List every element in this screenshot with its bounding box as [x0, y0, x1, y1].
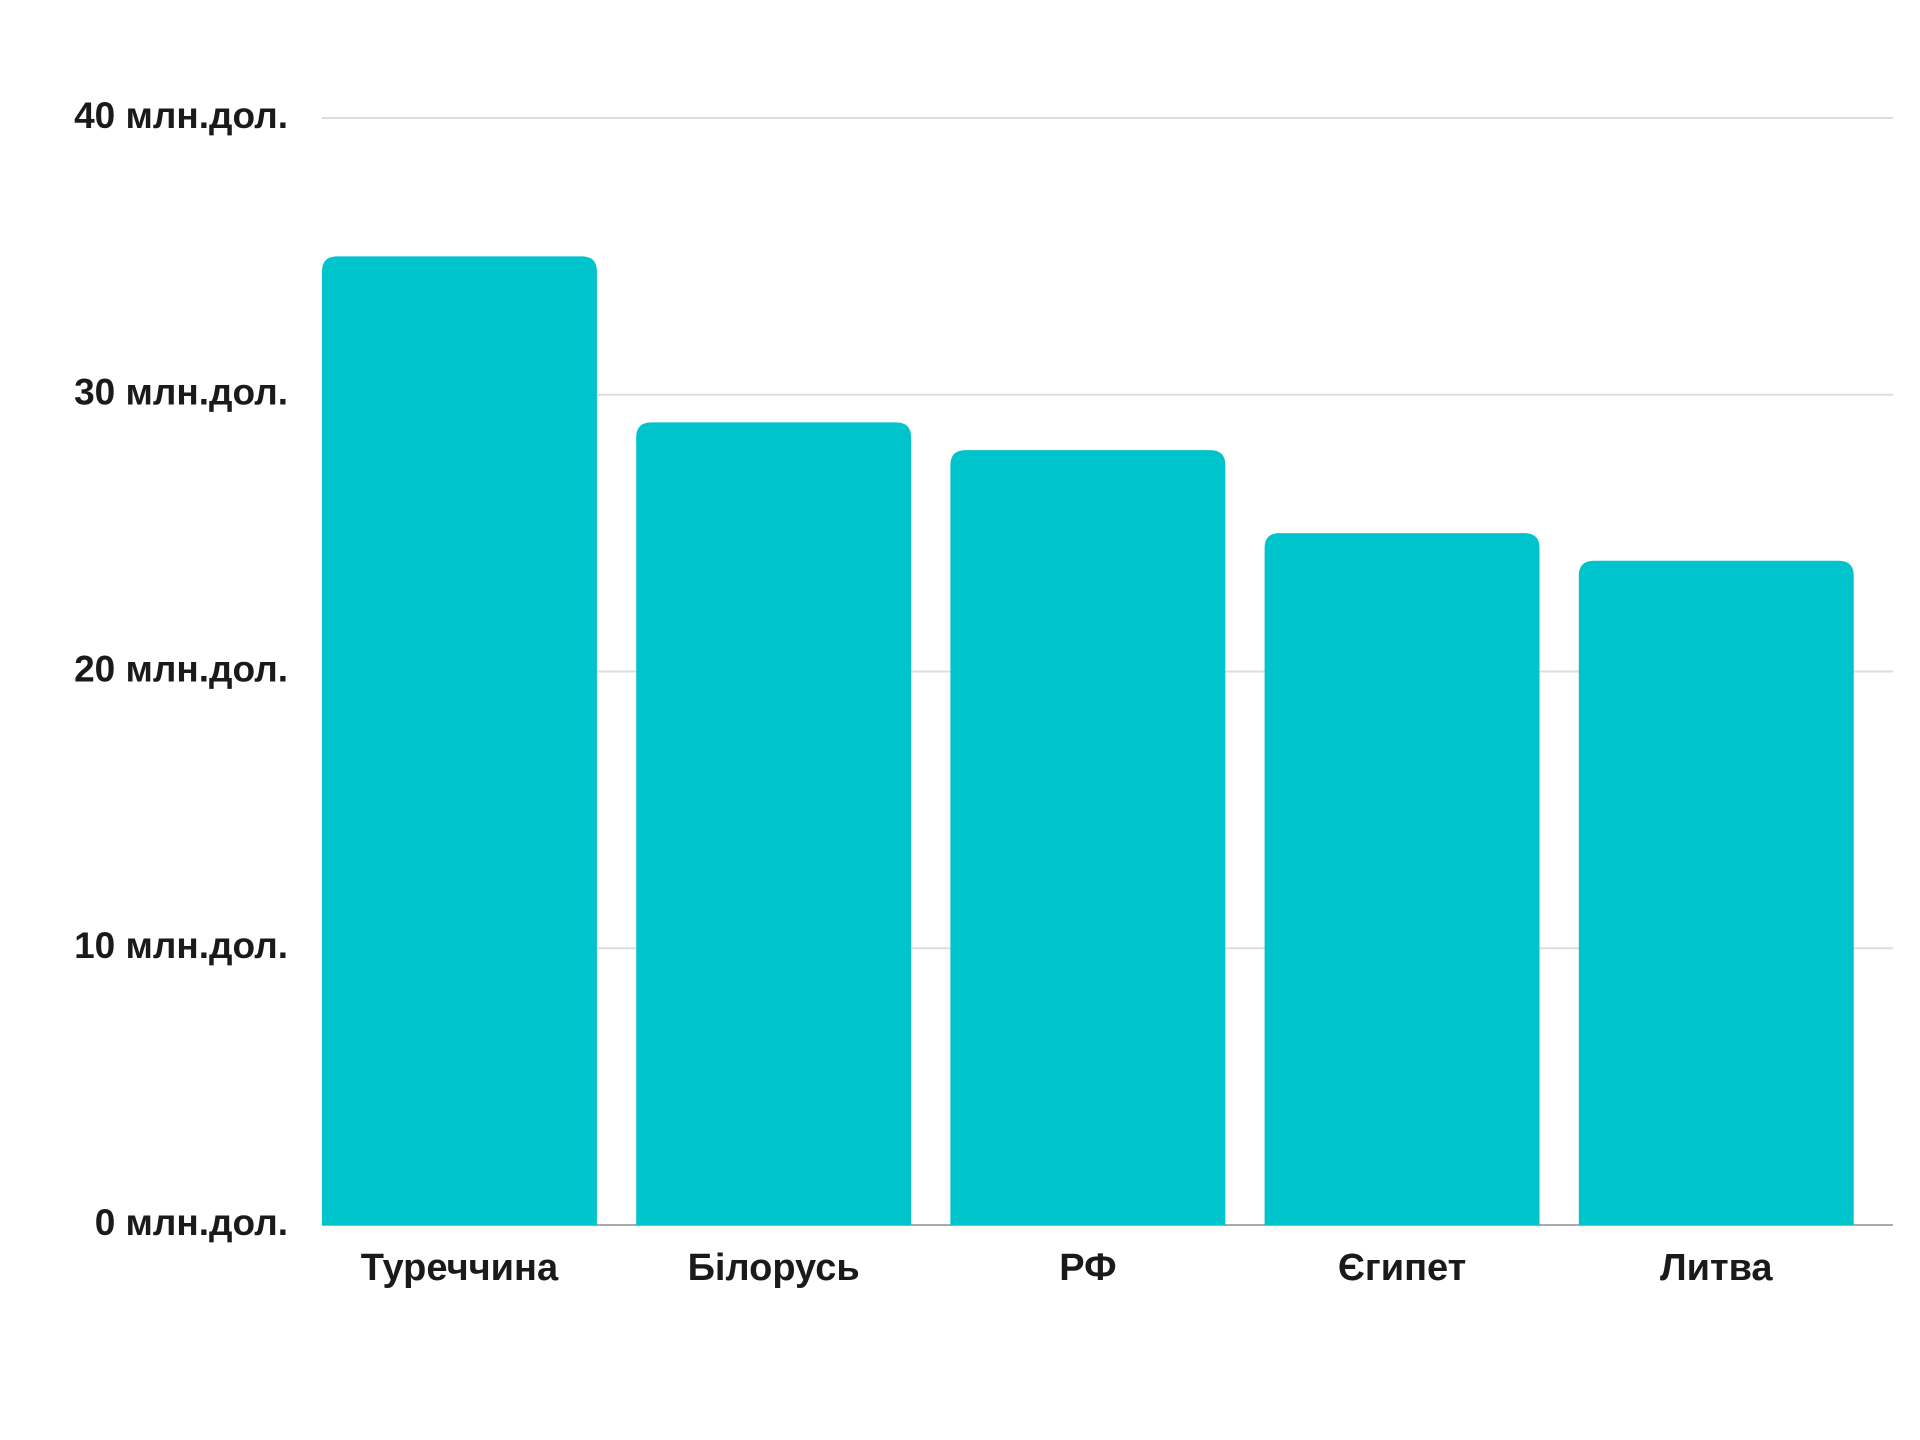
x-tick-label: Литва: [1660, 1247, 1773, 1289]
x-tick-label: Єгипет: [1338, 1247, 1466, 1289]
bar: [950, 450, 1226, 1226]
y-tick-label: 10 млн.дол.: [74, 925, 288, 966]
bar: [1264, 533, 1540, 1225]
y-tick-label: 40 млн.дол.: [74, 95, 288, 136]
bar: [1578, 560, 1854, 1225]
y-tick-label: 30 млн.дол.: [74, 372, 288, 413]
x-tick-label: РФ: [1059, 1247, 1116, 1289]
y-tick-label: 20 млн.дол.: [74, 648, 288, 689]
bar: [322, 256, 597, 1225]
bar: [636, 422, 912, 1225]
x-tick-label: Білорусь: [688, 1247, 860, 1289]
y-tick-label: 0 млн.дол.: [95, 1202, 288, 1243]
x-tick-label: Туреччина: [361, 1247, 559, 1289]
